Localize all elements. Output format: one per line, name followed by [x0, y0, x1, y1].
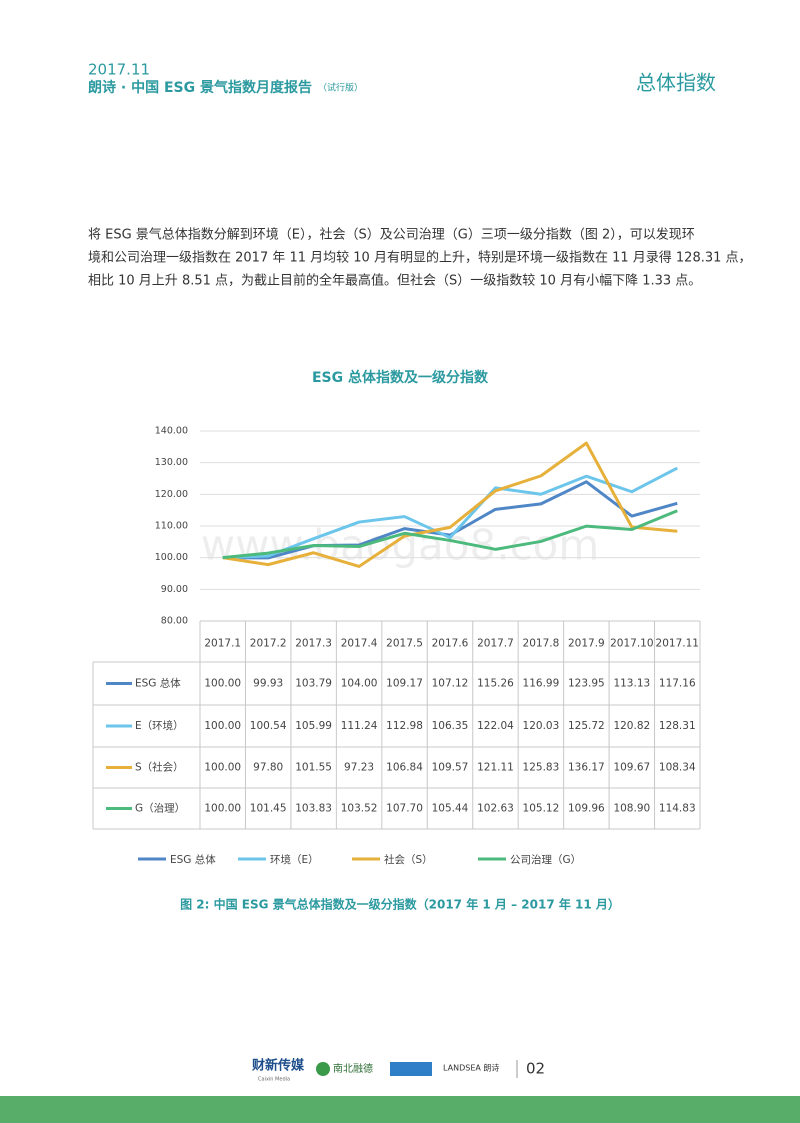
- footer-bar: [0, 1096, 800, 1123]
- table-value: 107.70: [386, 803, 423, 815]
- table-value: 122.04: [477, 720, 514, 732]
- table-value: 106.35: [432, 720, 469, 732]
- table-value: 100.00: [204, 762, 241, 774]
- legend-label: 公司治理（G）: [510, 853, 581, 866]
- table-value: 114.83: [659, 803, 696, 815]
- table-value: 100.00: [204, 720, 241, 732]
- table-value: 113.13: [613, 678, 650, 690]
- logo: Caixin Media: [258, 1077, 290, 1083]
- table-value: 101.45: [250, 803, 287, 815]
- table-value: 100.00: [204, 678, 241, 690]
- table-value: 108.34: [659, 762, 696, 774]
- chart-title: ESG 总体指数及一级分指数: [312, 369, 489, 386]
- table-value: 97.23: [344, 762, 374, 774]
- x-tick-label: 2017.1: [204, 638, 241, 650]
- x-tick-label: 2017.9: [568, 638, 605, 650]
- report-date: 2017.11: [88, 61, 150, 79]
- legend-label: 社会（S）: [384, 853, 433, 866]
- series-line: [222, 509, 678, 560]
- table-value: 105.12: [523, 803, 560, 815]
- table-value: 116.99: [523, 678, 560, 690]
- series-name: ESG 总体: [135, 677, 181, 690]
- table-value: 123.95: [568, 678, 605, 690]
- table-value: 106.84: [386, 762, 423, 774]
- x-tick-label: 2017.8: [523, 638, 560, 650]
- series-name: S（社会）: [135, 761, 184, 774]
- table-value: 100.54: [250, 720, 287, 732]
- report-title: 朗诗 · 中国 ESG 景气指数月度报告: [88, 79, 312, 96]
- table-value: 102.63: [477, 803, 514, 815]
- x-tick-label: 2017.10: [610, 638, 653, 650]
- legend-label: 环境（E）: [270, 853, 319, 866]
- logo: 南北融德: [333, 1062, 373, 1075]
- y-tick-label: 100.00: [155, 552, 188, 563]
- body-line: 将 ESG 景气总体指数分解到环境（E），社会（S）及公司治理（G）三项一级分指…: [88, 227, 695, 243]
- body-line: 相比 10 月上升 8.51 点，为截止目前的全年最高值。但社会（S）一级指数较…: [88, 273, 701, 289]
- table-value: 108.90: [613, 803, 650, 815]
- table-value: 103.79: [295, 678, 332, 690]
- logo: 财新传媒: [252, 1058, 305, 1074]
- figure-caption: 图 2: 中国 ESG 景气总体指数及一级分指数（2017 年 1 月 – 20…: [180, 897, 620, 912]
- y-tick-label: 140.00: [155, 426, 188, 437]
- table-value: 97.80: [253, 762, 283, 774]
- table-value: 105.44: [432, 803, 469, 815]
- table-value: 100.00: [204, 803, 241, 815]
- logo: LANDSEA 朗诗: [443, 1063, 499, 1073]
- table-value: 107.12: [432, 678, 469, 690]
- table-value: 103.52: [341, 803, 378, 815]
- logo-mark: [316, 1062, 330, 1076]
- x-tick-label: 2017.7: [477, 638, 514, 650]
- x-tick-label: 2017.6: [432, 638, 469, 650]
- series-name: E（环境）: [135, 719, 184, 732]
- series-name: G（治理）: [135, 802, 185, 815]
- table-value: 99.93: [253, 678, 283, 690]
- table-value: 117.16: [659, 678, 696, 690]
- table-value: 120.82: [613, 720, 650, 732]
- x-tick-label: 2017.2: [250, 638, 287, 650]
- table-value: 125.83: [523, 762, 560, 774]
- x-tick-label: 2017.3: [295, 638, 332, 650]
- report-edition: （试行版）: [318, 82, 363, 94]
- x-tick-label: 2017.5: [386, 638, 423, 650]
- table-value: 104.00: [341, 678, 378, 690]
- y-tick-label: 90.00: [161, 584, 188, 595]
- series-line: [222, 480, 678, 560]
- table-value: 109.96: [568, 803, 605, 815]
- table-value: 103.83: [295, 803, 332, 815]
- body-line: 境和公司治理一级指数在 2017 年 11 月均较 10 月有明显的上升，特别是…: [88, 250, 752, 266]
- table-value: 120.03: [523, 720, 560, 732]
- series-line: [222, 466, 678, 560]
- y-tick-label: 120.00: [155, 489, 188, 500]
- table-value: 109.17: [386, 678, 423, 690]
- table-value: 109.67: [613, 762, 650, 774]
- table-value: 128.31: [659, 720, 696, 732]
- x-tick-label: 2017.4: [341, 638, 378, 650]
- section-title: 总体指数: [636, 71, 716, 95]
- table-value: 101.55: [295, 762, 332, 774]
- series-line: [222, 441, 678, 568]
- table-value: 115.26: [477, 678, 514, 690]
- y-tick-label: 130.00: [155, 457, 188, 468]
- page-number: 02: [526, 1060, 545, 1078]
- legend-label: ESG 总体: [170, 853, 216, 866]
- table-value: 105.99: [295, 720, 332, 732]
- logo-mark: [390, 1062, 432, 1076]
- table-value: 125.72: [568, 720, 605, 732]
- watermark: www.baogao8.com: [201, 521, 600, 570]
- table-value: 112.98: [386, 720, 423, 732]
- table-value: 109.57: [432, 762, 469, 774]
- table-value: 121.11: [477, 762, 514, 774]
- x-tick-label: 2017.11: [656, 638, 699, 650]
- table-value: 111.24: [341, 720, 378, 732]
- y-tick-label: 110.00: [155, 521, 188, 532]
- y-tick-label: 80.00: [161, 616, 188, 627]
- table-value: 136.17: [568, 762, 605, 774]
